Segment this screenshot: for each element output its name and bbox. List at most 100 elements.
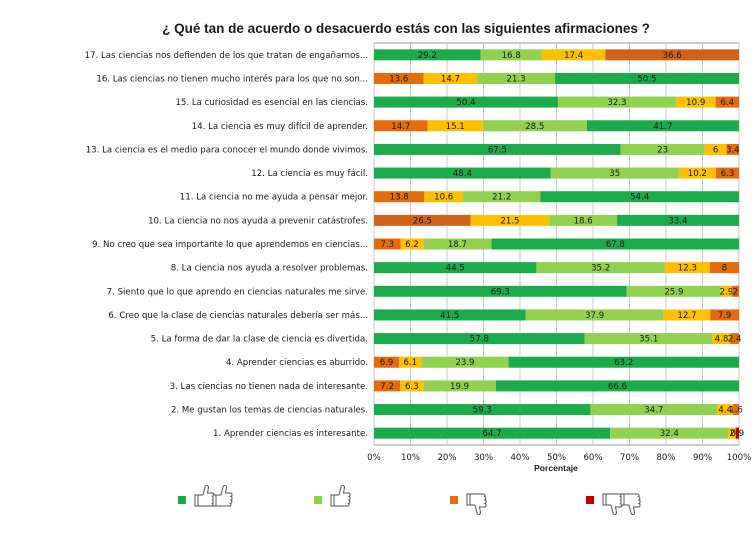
thumb-down-icon <box>466 493 487 515</box>
bar-segment <box>536 262 665 274</box>
bar-segment <box>374 427 611 439</box>
segment-value-label: 23.9 <box>455 358 474 368</box>
legend-item <box>314 485 351 507</box>
segment-value-label: 37.9 <box>585 311 604 321</box>
bar-segment <box>423 238 492 250</box>
bar-segment <box>463 191 541 203</box>
segment-value-label: 13.6 <box>389 74 408 84</box>
bar-segment <box>427 120 483 132</box>
bar-segment <box>421 356 509 368</box>
bar-segment <box>400 238 424 250</box>
x-axis-label: Porcentaje <box>534 463 578 473</box>
x-tick-label: 40% <box>510 453 529 463</box>
segment-value-label: 16.8 <box>502 51 521 61</box>
bar-segment <box>423 380 496 392</box>
bar-segment <box>605 49 739 61</box>
bar-segment <box>710 309 739 321</box>
bar-segment <box>730 333 739 345</box>
bar-segment <box>374 96 558 108</box>
segment-value-label: 21.2 <box>492 193 511 203</box>
segment-value-label: 1.6 <box>729 406 743 416</box>
segment-value-label: 48.4 <box>453 169 472 179</box>
bar-segment <box>541 49 606 61</box>
segment-value-label: 59.3 <box>473 406 492 416</box>
segment-value-label: 44.5 <box>446 264 465 274</box>
segment-value-label: 14.7 <box>391 122 410 132</box>
x-tick-label: 80% <box>656 453 675 463</box>
bar-segment <box>374 380 401 392</box>
segment-value-label: 21.3 <box>506 74 525 84</box>
segment-value-label: 32.3 <box>607 98 626 108</box>
bar-segment <box>721 285 732 297</box>
segment-value-label: 14.7 <box>441 74 460 84</box>
thumb-up-icon <box>330 485 351 507</box>
x-tick-label: 30% <box>474 453 493 463</box>
bar-segment <box>374 120 428 132</box>
bar-row: 7.2 6.3 19.9 66.6 <box>374 380 739 392</box>
segment-value-label: 6.3 <box>405 382 419 392</box>
bar-segment <box>374 238 401 250</box>
segment-value-label: 18.7 <box>448 240 467 250</box>
segment-value-label: 7.3 <box>380 240 394 250</box>
bar-segment <box>620 143 705 155</box>
category-label: 11. La ciencia no me ayuda a pensar mejo… <box>180 193 368 203</box>
bar-row: 41.5 37.9 12.7 7.9 <box>374 309 739 321</box>
segment-value-label: 10.9 <box>686 98 705 108</box>
category-label: 5. La forma de dar la clase de ciencia e… <box>151 335 368 345</box>
bar-segment <box>626 285 722 297</box>
bar-row: 67.5 23 6 3.4 <box>374 143 740 155</box>
segment-value-label: 2.9 <box>720 287 734 297</box>
category-label: 6. Creo que la clase de ciencias natural… <box>108 311 368 321</box>
bar-segment <box>663 309 711 321</box>
x-tick-label: 100% <box>727 453 752 463</box>
segment-value-label: 6.3 <box>721 169 735 179</box>
bar-segment <box>610 427 729 439</box>
x-tick-label: 20% <box>437 453 456 463</box>
segment-value-label: 23 <box>657 145 668 155</box>
bar-segment <box>482 120 587 132</box>
bar-segment <box>704 143 727 155</box>
bar-segment <box>715 96 739 108</box>
bar-row: 13.6 14.7 21.3 50.5 <box>374 72 739 84</box>
bar-segment <box>399 356 422 368</box>
segment-value-label: 17.4 <box>564 51 583 61</box>
bar-segment <box>477 72 555 84</box>
bar-segment <box>709 262 739 274</box>
category-label: 9. No creo que sea importante lo que apr… <box>92 240 368 250</box>
thumb-up-icon <box>212 485 233 507</box>
segment-value-label: 63.2 <box>614 358 633 368</box>
thumb-down-icon <box>620 493 641 515</box>
bar-row: 44.5 35.2 12.3 8 <box>374 262 739 274</box>
category-label: 4. Aprender ciencias es aburrido. <box>226 358 368 368</box>
segment-value-label: 50.4 <box>456 98 475 108</box>
bar-segment <box>726 143 739 155</box>
segment-value-label: 18.6 <box>574 216 593 226</box>
bar-row: 14.7 15.1 28.5 41.7 <box>374 120 739 132</box>
segment-value-label: 67.5 <box>488 145 507 155</box>
x-axis: 0% 10% 20% 30% 40% 50% 60% 70% 80% 90% 100% <box>367 453 751 463</box>
bar-segment <box>374 49 481 61</box>
thumb-up-icon <box>194 485 215 507</box>
segment-value-label: 25.9 <box>664 287 683 297</box>
segment-value-label: 36.6 <box>663 51 682 61</box>
bars: 29.2 16.8 17.4 36.6 13.6 14.7 21.3 50.5 50.4 32.3… <box>374 49 744 439</box>
bar-row: 29.2 16.8 17.4 36.6 <box>374 49 739 61</box>
legend-item <box>450 493 487 515</box>
bar-segment <box>540 191 739 203</box>
x-tick-label: 0% <box>367 453 381 463</box>
bar-segment <box>590 404 718 416</box>
bar-row: 57.8 35.1 4.8 2.4 <box>374 333 741 345</box>
bar-segment <box>424 191 464 203</box>
segment-value-label: 6.1 <box>403 358 417 368</box>
segment-value-label: 41.7 <box>653 122 672 132</box>
bar-segment <box>554 72 739 84</box>
bar-segment <box>374 214 471 226</box>
bar-segment <box>470 214 550 226</box>
segment-value-label: 6 <box>713 145 718 155</box>
bar-row: 64.7 32.4 20.9 <box>374 427 744 439</box>
x-tick-label: 90% <box>693 453 712 463</box>
bar-segment <box>374 285 627 297</box>
bar-row: 26.5 21.5 18.6 33.4 <box>374 214 739 226</box>
category-label: 16. Las ciencias no tienen mucho interés… <box>96 73 368 84</box>
